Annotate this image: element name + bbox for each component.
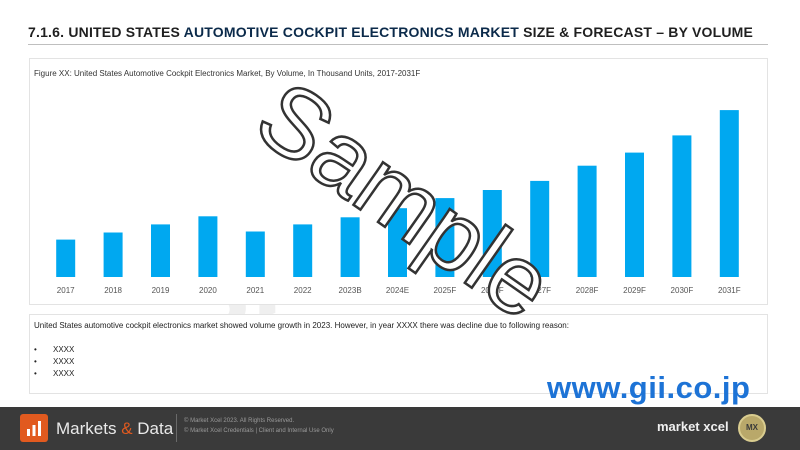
x-tick-label: 2023B (339, 286, 362, 295)
bar-2026F (482, 190, 502, 277)
bar-2017 (56, 239, 76, 277)
x-tick-label: 2031F (718, 286, 741, 295)
legal-text: © Market Xcel 2023. All Rights Reserved.… (184, 416, 334, 436)
heading-suffix: SIZE & FORECAST – BY VOLUME (519, 24, 754, 40)
bullet-dot: • (34, 357, 37, 366)
heading-rule (28, 44, 768, 45)
bullet-text: XXXX (53, 369, 75, 378)
bullet-dot: • (34, 369, 37, 378)
bar-2021 (245, 231, 265, 277)
bar-2019 (151, 224, 170, 277)
markets-and-data-logo-icon (20, 414, 48, 442)
figure-caption: Figure XX: United States Automotive Cock… (34, 69, 421, 78)
bar-2031F (719, 110, 739, 277)
market-xcel-badge-icon: MX (738, 414, 766, 442)
x-tick-label: 2024E (386, 286, 409, 295)
x-tick-label: 2018 (104, 286, 122, 295)
volume-bar-chart: 2017 2018 2019 2020 2021 2022 2023B 2024E 2025F 2… (56, 110, 741, 295)
commentary-text: United States automotive cockpit electro… (34, 321, 569, 330)
footer-bar (0, 407, 800, 450)
bar-2024E (388, 208, 407, 277)
x-tick-label: 2017 (57, 286, 75, 295)
x-tick-label: 2020 (199, 286, 217, 295)
bullet-dot: • (34, 345, 37, 354)
x-tick-label: 2026F (481, 286, 504, 295)
list-item: • XXXX (34, 356, 74, 368)
x-tick-label: 2028F (576, 286, 599, 295)
bullet-text: XXXX (53, 345, 75, 354)
x-tick-label: 2019 (152, 286, 170, 295)
bar-2022 (293, 224, 313, 277)
bar-2028F (577, 165, 597, 277)
bar-2023B (340, 217, 360, 277)
footer-divider (176, 414, 177, 442)
bullet-list: • XXXX • XXXX • XXXX (34, 344, 74, 380)
brand-left: Markets (56, 419, 122, 438)
list-item: • XXXX (34, 344, 74, 356)
markets-and-data-brand: Markets & Data (56, 419, 173, 439)
bar-2020 (198, 216, 218, 277)
gii-url-watermark: www.gii.co.jp (547, 370, 751, 405)
bullet-text: XXXX (53, 357, 75, 366)
x-tick-label: 2021 (246, 286, 264, 295)
bar-2027F (530, 180, 550, 277)
x-tick-label: 2029F (623, 286, 646, 295)
legal-line: © Market Xcel Credentials | Client and I… (184, 428, 334, 434)
brand-right: Data (132, 419, 174, 438)
x-tick-label: 2027F (528, 286, 551, 295)
heading-prefix: 7.1.6. UNITED STATES (28, 24, 184, 40)
bar-2025F (435, 198, 455, 277)
market-xcel-logo: market xcel (657, 419, 729, 434)
bar-2030F (672, 135, 692, 277)
legal-line: © Market Xcel 2023. All Rights Reserved. (184, 418, 295, 424)
bar-2029F (625, 152, 644, 277)
list-item: • XXXX (34, 368, 74, 380)
x-tick-label: 2030F (671, 286, 694, 295)
badge-text: MX (746, 423, 758, 432)
brand-ampersand: & (121, 419, 133, 438)
x-tick-label: 2025F (434, 286, 457, 295)
heading-highlight: AUTOMOTIVE COCKPIT ELECTRONICS MARKET (183, 24, 520, 40)
x-tick-label: 2022 (294, 286, 312, 295)
commentary-panel (29, 314, 768, 394)
bar-2018 (103, 232, 123, 277)
section-heading: 7.1.6. UNITED STATES AUTOMOTIVE COCKPIT … (28, 24, 753, 40)
